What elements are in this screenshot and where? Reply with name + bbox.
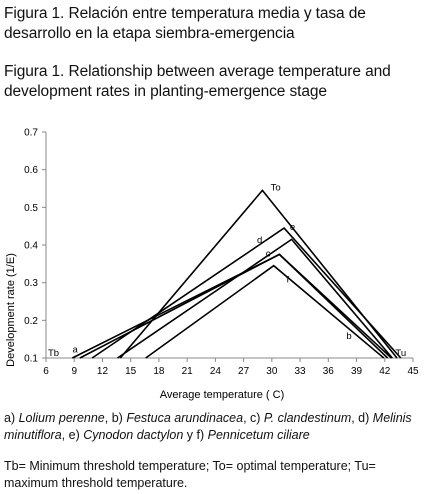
caption-spanish: Figura 1. Relación entre temperatura med… bbox=[4, 5, 366, 42]
y-axis-label: Development rate (1/E) bbox=[5, 253, 17, 367]
annotation-label: Tb bbox=[48, 348, 59, 359]
x-tick-label: 39 bbox=[351, 366, 363, 377]
x-tick-label: 33 bbox=[295, 366, 307, 377]
species-name: Cynodon dactylon bbox=[83, 428, 184, 442]
y-tick-label: 0.5 bbox=[24, 203, 38, 214]
legend-text: , c) bbox=[243, 411, 264, 425]
tick-labels: 0.1 0.2 0.3 0.4 0.5 0.6 0.7 6 9 12 15 18 21 24 27 30 33 3… bbox=[24, 128, 419, 378]
axes bbox=[42, 131, 414, 362]
species-name: Lolium perenne bbox=[18, 411, 105, 425]
x-tick-label: 36 bbox=[323, 366, 335, 377]
y-tick-label: 0.1 bbox=[24, 354, 38, 365]
development-rate-chart: 0.1 0.2 0.3 0.4 0.5 0.6 0.7 6 9 12 15 18 21 24 27 30 33 3… bbox=[0, 120, 432, 405]
y-tick-label: 0.3 bbox=[24, 278, 38, 289]
threshold-notes: Tb= Minimum threshold temperature; To= o… bbox=[4, 459, 376, 490]
species-name: P. clandestinum bbox=[263, 411, 352, 425]
series-line-d bbox=[91, 227, 402, 359]
x-tick-label: 12 bbox=[97, 366, 109, 377]
legend-text: , b) bbox=[104, 411, 127, 425]
species-name: Pennicetum ciliare bbox=[207, 428, 310, 442]
legend-text: , d) bbox=[351, 411, 373, 425]
x-tick-label: 9 bbox=[71, 366, 77, 377]
caption-english: Figura 1. Relationship between average t… bbox=[4, 63, 391, 100]
species-name: Melinis minutiflora bbox=[4, 411, 412, 442]
annotation-label: d bbox=[257, 235, 262, 246]
legend-text: y f) bbox=[183, 428, 208, 442]
annotation-label: Tu bbox=[395, 348, 406, 359]
x-tick-label: 6 bbox=[43, 366, 49, 377]
chart-svg: 0.1 0.2 0.3 0.4 0.5 0.6 0.7 6 9 12 15 18 21 24 27 30 33 3… bbox=[5, 128, 419, 402]
x-tick-label: 18 bbox=[153, 366, 165, 377]
series-lines bbox=[71, 189, 402, 359]
series-line-a bbox=[71, 253, 392, 359]
legend-text: a) bbox=[4, 411, 19, 425]
x-tick-label: 30 bbox=[266, 366, 278, 377]
annotation-label: a bbox=[73, 344, 79, 355]
x-axis-label: Average temperature ( C) bbox=[160, 389, 285, 401]
series-line-c bbox=[117, 238, 393, 359]
annotations: To e dc f b a Tb Tu bbox=[48, 182, 406, 359]
x-tick-label: 27 bbox=[238, 366, 250, 377]
annotation-label: To bbox=[271, 182, 281, 193]
y-tick-label: 0.7 bbox=[24, 128, 38, 139]
x-tick-label: 21 bbox=[182, 366, 194, 377]
annotation-label: b bbox=[346, 331, 351, 342]
x-tick-label: 45 bbox=[407, 366, 419, 377]
species-legend: a) Lolium perenne, b) Festuca arundinace… bbox=[4, 410, 430, 444]
species-name: Festuca arundinacea bbox=[126, 411, 244, 425]
series-line-f bbox=[145, 264, 385, 359]
y-tick-label: 0.4 bbox=[24, 241, 38, 252]
y-tick-label: 0.2 bbox=[24, 316, 38, 327]
annotation-label: f bbox=[287, 275, 290, 286]
x-tick-label: 24 bbox=[210, 366, 222, 377]
y-tick-label: 0.6 bbox=[24, 165, 38, 176]
legend-text: , e) bbox=[61, 428, 84, 442]
x-tick-label: 15 bbox=[125, 366, 137, 377]
annotation-label: c bbox=[266, 248, 271, 259]
series-line-e bbox=[119, 189, 398, 359]
annotation-label: e bbox=[290, 222, 295, 233]
x-tick-label: 42 bbox=[379, 366, 391, 377]
series-line-b bbox=[79, 253, 389, 359]
